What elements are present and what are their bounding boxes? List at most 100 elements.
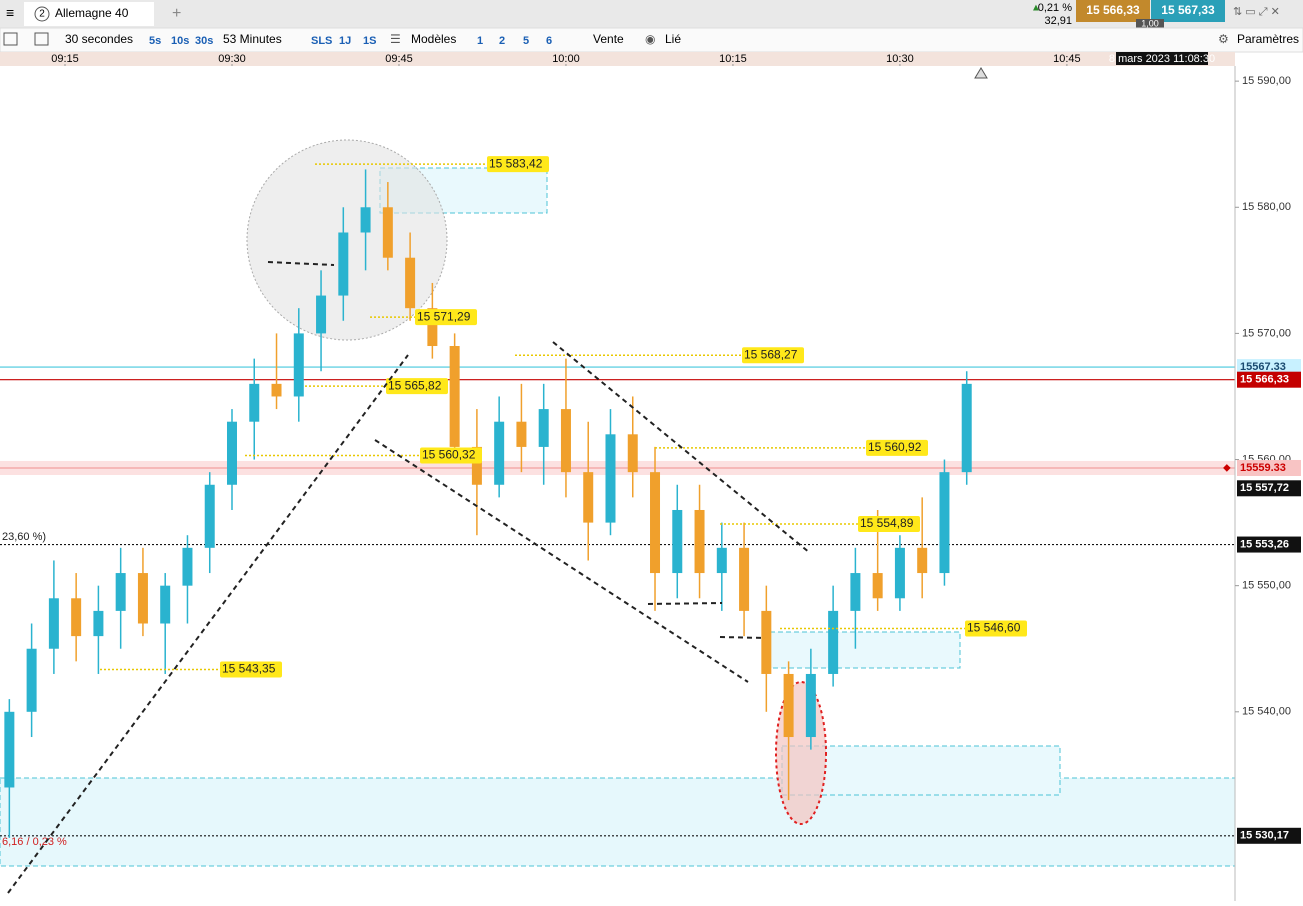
- scroll-marker[interactable]: [974, 67, 988, 79]
- add-tab[interactable]: +: [172, 5, 181, 22]
- buy-price: 15 567,33: [1161, 3, 1215, 17]
- x-tick-label: 10:15: [719, 53, 747, 65]
- level-label-bg: [420, 447, 482, 464]
- level-label: 15 560,32: [422, 448, 476, 462]
- x-tick-label: 10:30: [886, 53, 914, 65]
- candle-body: [716, 547, 727, 574]
- candle-body: [917, 547, 928, 574]
- link[interactable]: Lié: [665, 32, 681, 46]
- layout[interactable]: 1: [477, 35, 483, 47]
- quick-interval[interactable]: 5s: [149, 35, 161, 47]
- candle-body: [516, 421, 527, 447]
- candle-body: [48, 598, 59, 649]
- spread: 1,00: [1141, 18, 1159, 28]
- range[interactable]: 1S: [363, 35, 376, 47]
- price-tag: [1237, 371, 1301, 388]
- toolbar: [0, 27, 1303, 53]
- list-icon[interactable]: [3, 32, 18, 46]
- candle-body: [805, 673, 816, 738]
- price-tag-label: 15 553,26: [1240, 538, 1289, 550]
- zone: [781, 745, 1061, 796]
- candle-body: [583, 472, 594, 523]
- duration[interactable]: 53 Minutes: [223, 32, 282, 46]
- y-tick-label: 15 570,00: [1242, 327, 1291, 339]
- grid-icon[interactable]: [34, 32, 49, 46]
- templates-icon: ☰: [390, 32, 401, 46]
- candle-body: [783, 673, 794, 738]
- layout[interactable]: 5: [523, 35, 529, 47]
- settings[interactable]: Paramètres: [1237, 32, 1299, 46]
- buy-button[interactable]: [1151, 0, 1225, 22]
- candle-body: [761, 610, 772, 674]
- range[interactable]: 1J: [339, 35, 351, 47]
- candle-body: [739, 547, 750, 611]
- candle-body: [137, 573, 148, 624]
- candle-body: [160, 585, 171, 624]
- layout[interactable]: 6: [546, 35, 552, 47]
- trend-line: [374, 439, 749, 683]
- candle-body: [961, 383, 972, 473]
- candle-body: [828, 610, 839, 674]
- layout[interactable]: 2: [499, 35, 505, 47]
- candle-body: [226, 421, 237, 485]
- timestamp-box: [1116, 52, 1208, 65]
- templates[interactable]: Modèles: [411, 32, 456, 46]
- price-tag: [1237, 827, 1301, 844]
- level-label-bg: [858, 515, 920, 532]
- level-label: 15 565,82: [388, 378, 442, 392]
- settings-icon: ⚙: [1218, 32, 1229, 46]
- sell-price: 15 566,33: [1086, 3, 1140, 17]
- candle-body: [939, 472, 950, 574]
- menu-icon[interactable]: ≡: [6, 5, 14, 21]
- zone: [769, 631, 961, 669]
- link-icon: ◉: [645, 32, 655, 46]
- tab-number: 2: [39, 9, 45, 20]
- candle-body: [71, 598, 82, 637]
- candle-body: [427, 308, 438, 347]
- highlight-ellipse: [775, 681, 827, 825]
- candle-body: [894, 547, 905, 599]
- window-controls[interactable]: ⇅ ▭ ⤢ ✕: [1233, 6, 1280, 18]
- candle-body: [872, 573, 883, 599]
- level-label: 15 560,92: [868, 440, 922, 454]
- price-tag: [1237, 480, 1301, 497]
- candle-body: [538, 409, 549, 447]
- time-axis: [0, 52, 1235, 66]
- plot: 15 583,42 15 571,29 15 568,27 15 565,82 15 5…: [0, 156, 1235, 848]
- order[interactable]: Vente: [593, 32, 624, 46]
- level-label-bg: [220, 661, 282, 678]
- level-label-bg: [965, 620, 1027, 637]
- candle-body: [605, 434, 616, 523]
- candle-body: [449, 346, 460, 447]
- change: 0,21 %: [1038, 2, 1072, 14]
- price-tag-label: 15 530,17: [1240, 830, 1289, 842]
- candle-body: [471, 446, 482, 485]
- candle-body: [694, 509, 705, 574]
- x-tick-label: 09:45: [385, 53, 413, 65]
- fib-note: 23,60 %): [2, 531, 46, 543]
- price-tag: [1237, 459, 1301, 476]
- range[interactable]: SLS: [311, 35, 332, 47]
- candle-body: [204, 484, 215, 548]
- support-line: [267, 261, 335, 266]
- price-tag-label: 15 566,33: [1240, 374, 1289, 386]
- price-tag: [1237, 536, 1301, 553]
- candle-body: [4, 711, 15, 788]
- candle-body: [382, 207, 393, 258]
- quick-interval[interactable]: 30s: [195, 35, 213, 47]
- candle-body: [338, 232, 349, 296]
- price-tag-label: 15567.33: [1240, 361, 1286, 373]
- level-label-bg: [386, 378, 448, 395]
- price-tag-label: 15559.33: [1240, 462, 1286, 474]
- tab[interactable]: [24, 2, 154, 26]
- support-line: [719, 636, 766, 639]
- sell-button[interactable]: [1076, 0, 1150, 22]
- level-label-bg: [742, 347, 804, 364]
- interval[interactable]: 30 secondes: [65, 32, 133, 46]
- candle-body: [249, 383, 260, 422]
- quick-interval[interactable]: 10s: [171, 35, 189, 47]
- x-tick-label: 10:00: [552, 53, 580, 65]
- level-label: 15 583,42: [489, 156, 543, 170]
